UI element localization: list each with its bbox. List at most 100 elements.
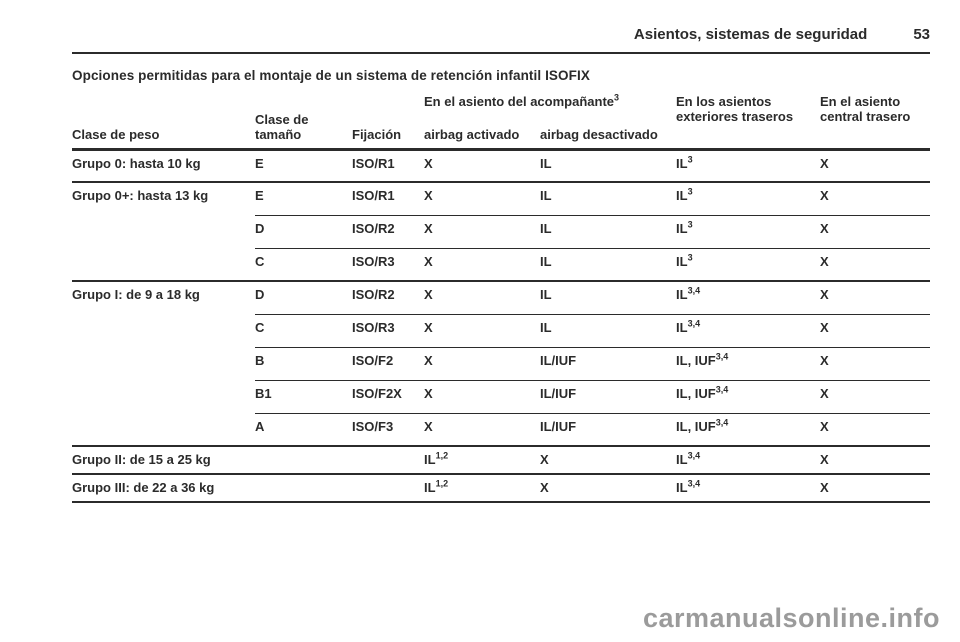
cell-airbag-activated: IL1,2 — [424, 473, 540, 502]
footnote-marker: 3 — [687, 186, 693, 197]
cell-size-class: C — [255, 313, 352, 347]
page-header: Asientos, sistemas de seguridad 53 — [72, 26, 930, 54]
footnote-marker: 3,4 — [687, 478, 701, 489]
cell-fixture: ISO/R3 — [352, 313, 424, 347]
cell-airbag-deactivated: IL — [540, 148, 677, 182]
cell-airbag-deactivated: IL — [540, 280, 677, 314]
cell-size-class: E — [255, 148, 352, 182]
page-title: Opciones permitidas para el montaje de u… — [72, 68, 590, 83]
cell-rear-center-seat: X — [820, 148, 931, 182]
cell-rear-outer-seats: IL3,4 — [676, 473, 821, 502]
cell-rear-center-seat: X — [820, 313, 931, 347]
cell-airbag-activated: X — [424, 214, 540, 248]
table-row: Grupo II: de 15 a 25 kg IL1,2 X IL3,4 X — [72, 445, 931, 474]
cell-rear-outer-seats: IL3 — [676, 214, 821, 248]
cell-size-class: A — [255, 412, 352, 446]
cell-rear-outer-seats: IL3,4 — [676, 445, 821, 474]
cell-rear-center-seat: X — [820, 247, 931, 281]
cell-airbag-deactivated: X — [540, 473, 677, 502]
table-header-row-top: Clase de peso Clase de tamaño Fijación E… — [72, 93, 930, 141]
cell-rear-center-seat: X — [820, 473, 931, 502]
table-row: Grupo III: de 22 a 36 kg IL1,2 X IL3,4 X — [72, 473, 931, 502]
footnote-marker: 3,4 — [715, 417, 729, 428]
cell-airbag-deactivated: IL/IUF — [540, 412, 677, 446]
col-header-rear-center-seat: En el asiento central trasero — [820, 94, 911, 124]
cell-airbag-activated: X — [424, 379, 540, 413]
cell-rear-center-seat: X — [820, 280, 931, 314]
manual-page: Asientos, sistemas de seguridad 53 Opcio… — [72, 26, 931, 503]
cell-airbag-activated: IL1,2 — [424, 445, 540, 474]
cell-fixture: ISO/F2X — [352, 379, 424, 413]
table-row: B ISO/F2 X IL/IUF IL, IUF3,4 X — [72, 346, 931, 380]
cell-size-class: E — [255, 181, 352, 215]
cell-airbag-activated: X — [424, 313, 540, 347]
cell-fixture — [352, 445, 424, 474]
cell-weight-class: Grupo III: de 22 a 36 kg — [72, 473, 255, 502]
cell-size-class: B — [255, 346, 352, 380]
cell-fixture: ISO/R2 — [352, 214, 424, 248]
table-row: A ISO/F3 X IL/IUF IL, IUF3,4 X — [72, 412, 931, 446]
table-header: Clase de peso Clase de tamaño Fijación E… — [72, 93, 931, 149]
cell-rear-outer-seats: IL, IUF3,4 — [676, 346, 821, 380]
cell-airbag-deactivated: IL — [540, 313, 677, 347]
cell-rear-outer-seats: IL3,4 — [676, 280, 821, 314]
cell-airbag-activated: X — [424, 412, 540, 446]
cell-rear-center-seat: X — [820, 214, 931, 248]
cell-weight-class: Grupo 0+: hasta 13 kg — [72, 181, 255, 281]
cell-rear-outer-seats: IL3,4 — [676, 313, 821, 347]
col-header-passenger-seat-label: En el asiento del acompañante — [424, 94, 614, 109]
col-header-fixture: Fijación — [352, 126, 402, 142]
col-header-weight-class: Clase de peso — [72, 126, 160, 142]
footnote-marker: 3,4 — [687, 318, 701, 329]
col-header-airbag-deactivated: airbag desactivado — [540, 126, 658, 142]
cell-fixture — [352, 473, 424, 502]
section-title: Asientos, sistemas de seguridad — [633, 26, 868, 43]
cell-fixture: ISO/R1 — [352, 148, 424, 182]
col-header-airbag-activated: airbag activado — [424, 126, 520, 142]
table-row: C ISO/R3 X IL IL3 X — [72, 247, 931, 281]
cell-size-class: C — [255, 247, 352, 281]
cell-size-class: D — [255, 214, 352, 248]
cell-rear-outer-seats: IL3 — [676, 247, 821, 281]
cell-rear-outer-seats: IL, IUF3,4 — [676, 412, 821, 446]
page-number: 53 — [913, 26, 930, 43]
table-header-row-sub: airbag activado airbag desactivado — [72, 115, 930, 149]
table-row: B1 ISO/F2X X IL/IUF IL, IUF3,4 X — [72, 379, 931, 413]
cell-airbag-deactivated: IL — [540, 247, 677, 281]
cell-rear-outer-seats: IL3 — [676, 181, 821, 215]
cell-weight-class: Grupo 0: hasta 10 kg — [72, 148, 255, 182]
cell-airbag-deactivated: IL/IUF — [540, 346, 677, 380]
cell-fixture: ISO/F3 — [352, 412, 424, 446]
cell-rear-center-seat: X — [820, 346, 931, 380]
watermark: carmanualsonline.info — [642, 603, 940, 633]
cell-airbag-activated: X — [424, 346, 540, 380]
cell-fixture: ISO/R2 — [352, 280, 424, 314]
footnote-marker: 3 — [687, 252, 693, 263]
cell-airbag-activated: X — [424, 148, 540, 182]
cell-fixture: ISO/F2 — [352, 346, 424, 380]
cell-weight-class: Grupo I: de 9 a 18 kg — [72, 280, 255, 446]
col-header-passenger-seat: En el asiento del acompañante3 — [424, 93, 676, 115]
cell-size-class — [255, 445, 352, 474]
footnote-marker: 3,4 — [715, 351, 729, 362]
footnote-marker: 3,4 — [687, 285, 701, 296]
cell-size-class: D — [255, 280, 352, 314]
footnote-marker: 1,2 — [435, 478, 449, 489]
isofix-table-body: Grupo 0: hasta 10 kg E ISO/R1 X IL IL3 X Grupo … — [72, 148, 931, 502]
table-row: C ISO/R3 X IL IL3,4 X — [72, 313, 931, 347]
cell-airbag-deactivated: IL — [540, 214, 677, 248]
cell-weight-class: Grupo II: de 15 a 25 kg — [72, 445, 255, 474]
col-header-rear-outer-seats: En los asientos exteriores traseros — [676, 94, 794, 124]
table-row: Grupo I: de 9 a 18 kg D ISO/R2 X IL IL3,4 X — [72, 280, 931, 446]
cell-size-class — [255, 473, 352, 502]
cell-airbag-activated: X — [424, 247, 540, 281]
cell-airbag-deactivated: IL/IUF — [540, 379, 677, 413]
cell-rear-center-seat: X — [820, 412, 931, 446]
cell-airbag-activated: X — [424, 280, 540, 314]
cell-rear-center-seat: X — [820, 181, 931, 215]
table-row: D ISO/R2 X IL IL3 X — [72, 214, 931, 248]
footnote-marker: 3 — [687, 154, 693, 165]
cell-rear-center-seat: X — [820, 379, 931, 413]
cell-size-class: B1 — [255, 379, 352, 413]
col-header-size-class: Clase de tamaño — [255, 111, 309, 142]
